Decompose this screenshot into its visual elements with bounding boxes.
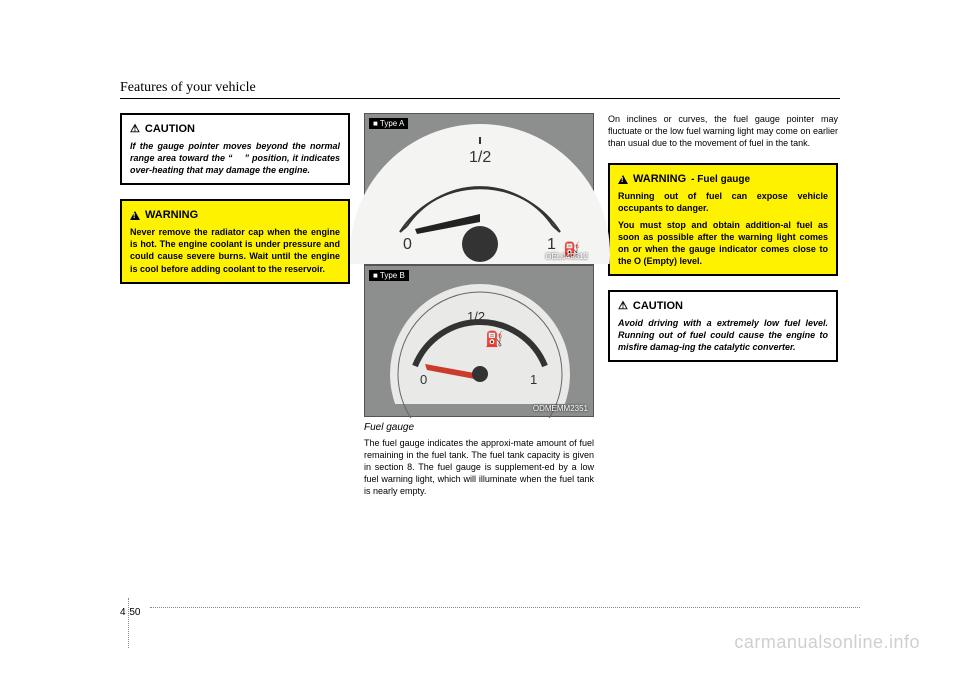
caution-fuel-title: CAUTION [633,299,683,314]
warning-fuel-title: WARNING [633,172,686,187]
gauge-a-svg: 0 1/2 1 ⛽ [365,114,595,266]
fuel-gauge-text: The fuel gauge indicates the approxi-mat… [364,438,594,497]
gauge-a-hub [462,226,498,262]
footer-dotline-vertical [128,598,129,648]
caution-icon: ⚠ [130,124,140,135]
fuel-gauge-heading: Fuel gauge [364,421,594,435]
column-2: ■ Type A 0 1/2 1 ⛽ OEL049312 [364,113,594,497]
caution-fuel-box: ⚠ CAUTION Avoid driving with a extremely… [608,290,838,362]
gauge-a-mark-0: 0 [403,236,412,253]
warning-icon [618,175,628,184]
gauge-b-code: ODMEMM2351 [533,404,588,413]
watermark: carmanualsonline.info [734,632,920,653]
fuel-gauge-type-b: ■ Type B 0 1/2 1 ⛽ ODMEMM2351 [364,265,594,417]
gauge-b-svg: 0 1/2 1 ⛽ [365,266,595,418]
gauge-b-mark-1: 1 [530,372,537,387]
chapter-number: 4 [120,607,126,618]
caution-icon: ⚠ [618,301,628,312]
fuel-gauge-description: Fuel gauge The fuel gauge indicates the … [364,421,594,497]
section-header: Features of your vehicle [120,80,840,99]
content-columns: ⚠ CAUTION If the gauge pointer moves bey… [120,113,840,497]
gauge-a-code: OEL049312 [545,252,588,261]
warning-title: WARNING [145,208,198,223]
caution-title-row: ⚠ CAUTION [130,122,340,137]
page-number: 4 50 [120,607,140,618]
gauge-b-mark-0: 0 [420,372,427,387]
warning-text: Never remove the radiator cap when the e… [130,226,340,275]
warning-icon [130,211,140,220]
warning-fuel-p1: Running out of fuel can expose vehicle o… [618,190,828,214]
column-1: ⚠ CAUTION If the gauge pointer moves bey… [120,113,350,497]
warning-fuel-subtitle: - Fuel gauge [691,173,750,187]
column-3: On inclines or curves, the fuel gauge po… [608,113,838,497]
caution-title: CAUTION [145,122,195,137]
warning-box: WARNING Never remove the radiator cap wh… [120,199,350,283]
caution-text: If the gauge pointer moves beyond the no… [130,140,340,176]
gauge-b-mark-half: 1/2 [467,309,485,324]
gauge-b-hub [472,366,488,382]
footer-dotline [150,607,860,608]
warning-title-row: WARNING [130,208,340,223]
warning-fuel-gauge-box: WARNING - Fuel gauge Running out of fuel… [608,163,838,276]
caution-fuel-title-row: ⚠ CAUTION [618,299,828,314]
warning-fuel-title-row: WARNING - Fuel gauge [618,172,828,187]
gauge-b-needle [425,364,480,380]
incline-note: On inclines or curves, the fuel gauge po… [608,113,838,149]
gauge-a-mark-1: 1 [547,236,556,253]
gauge-a-mark-half: 1/2 [469,149,491,166]
caution-fuel-text: Avoid driving with a extremely low fuel … [618,317,828,353]
fuel-gauge-type-a: ■ Type A 0 1/2 1 ⛽ OEL049312 [364,113,594,265]
warning-fuel-p2: You must stop and obtain addition-al fue… [618,219,828,268]
section-title: Features of your vehicle [120,80,256,95]
fuel-pump-icon: ⛽ [485,330,504,348]
caution-box: ⚠ CAUTION If the gauge pointer moves bey… [120,113,350,185]
page-number-value: 50 [129,607,140,618]
